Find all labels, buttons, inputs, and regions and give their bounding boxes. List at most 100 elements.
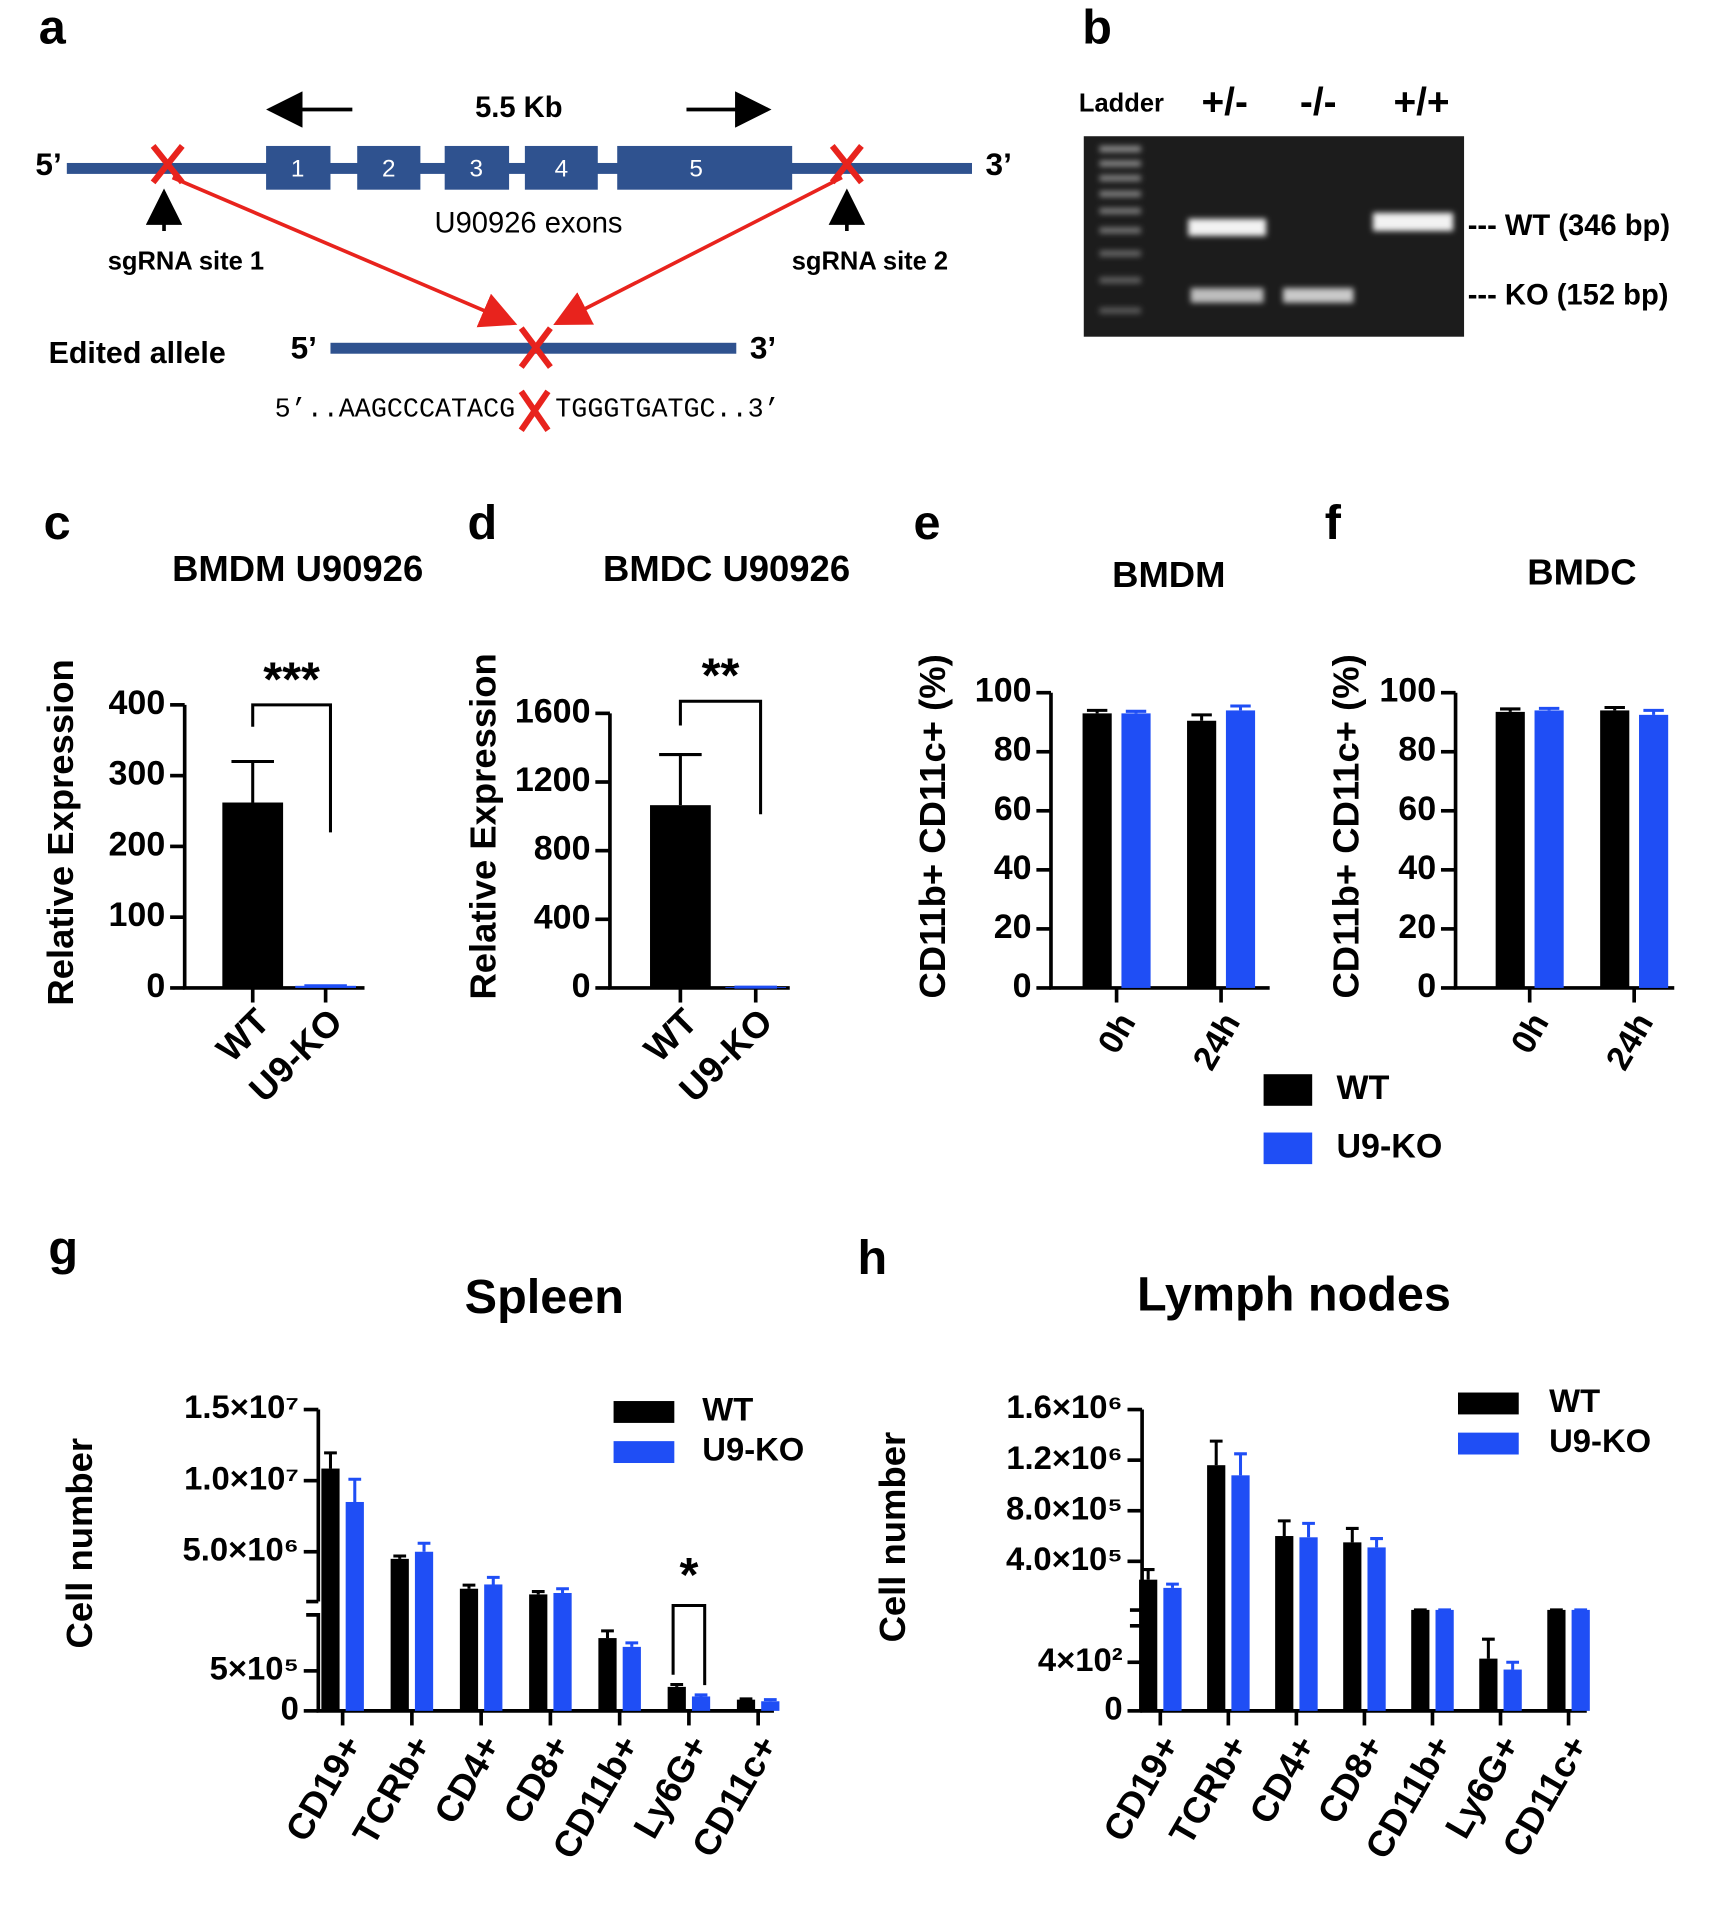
- error-bar: [1481, 1637, 1495, 1659]
- lane-label: +/-: [1201, 81, 1247, 124]
- chart-title: BMDC U90926: [603, 548, 850, 589]
- error-bar: [1506, 1660, 1520, 1670]
- bar: [1639, 714, 1669, 988]
- y-tick-label: 200: [109, 825, 166, 863]
- y-tick-label: 300: [109, 755, 166, 793]
- error-bar: [1302, 1521, 1315, 1538]
- y-tick-label: 800: [534, 830, 591, 868]
- error-bar: [763, 1698, 777, 1702]
- bar: [222, 802, 284, 988]
- legend-label: WT: [1336, 1069, 1389, 1107]
- bar: [414, 1551, 434, 1711]
- bar: [667, 1686, 686, 1711]
- legend-swatch: [613, 1441, 675, 1464]
- significance-label: **: [702, 649, 740, 703]
- bar: [459, 1588, 479, 1711]
- legend-swatch: [1457, 1392, 1519, 1415]
- panel-label: f: [1325, 496, 1342, 550]
- error-bar: [486, 1575, 500, 1585]
- bar: [1571, 1609, 1590, 1711]
- panel-label: b: [1082, 0, 1112, 54]
- bar: [1207, 1465, 1226, 1711]
- x-tick-label: CD4+: [1241, 1728, 1324, 1830]
- error-bar: [556, 1587, 569, 1593]
- error-bar: [1643, 708, 1664, 715]
- bar: [691, 1696, 711, 1711]
- legend-label: WT: [702, 1391, 753, 1428]
- panel-label: g: [48, 1221, 78, 1275]
- chart-title: BMDC: [1527, 551, 1636, 592]
- exon-number: 1: [291, 156, 305, 183]
- error-bar: [1234, 1452, 1247, 1476]
- bar: [1367, 1547, 1386, 1711]
- bar: [1187, 720, 1217, 988]
- x-tick-label: 0h: [1091, 1007, 1144, 1060]
- lane-label: Ladder: [1079, 89, 1164, 117]
- edited-label: Edited allele: [49, 337, 226, 370]
- gene-diagram: 5.5 Kb 1 2 3 4 5 5’ 3’ sgRNA site 1 sgRN…: [35, 91, 1012, 432]
- bar: [1275, 1536, 1294, 1711]
- three-prime: 3’: [750, 329, 776, 365]
- y-tick-label: 1.0×10⁷: [184, 1459, 299, 1496]
- x-tick-label: 0h: [1504, 1007, 1557, 1060]
- y-axis-label: CD11b+ CD11c+ (%): [912, 654, 953, 998]
- chart-title: BMDM U90926: [172, 548, 423, 589]
- bar: [1225, 710, 1256, 988]
- y-tick-label: 100: [975, 672, 1032, 710]
- bar: [1411, 1609, 1430, 1711]
- significance-label: *: [679, 1549, 698, 1603]
- y-axis-label: Cell number: [59, 1438, 100, 1649]
- significance-bracket: [678, 699, 763, 815]
- sequence: TGGGTGATGC..3’: [555, 396, 779, 426]
- error-bar: [670, 1682, 684, 1687]
- bar: [1479, 1658, 1498, 1711]
- bar: [598, 1638, 617, 1711]
- y-tick-label: 8.0×10⁵: [1006, 1489, 1123, 1526]
- y-axis-label: CD11b+ CD11c+ (%): [1325, 654, 1366, 998]
- bar: [1299, 1537, 1318, 1711]
- error-bar: [601, 1629, 614, 1639]
- bar: [529, 1594, 548, 1711]
- error-bar: [625, 1641, 639, 1647]
- bar: [736, 1699, 756, 1711]
- y-tick-label: 400: [534, 898, 591, 936]
- significance-label: ***: [263, 653, 320, 707]
- exon-number: 2: [382, 156, 396, 183]
- panel-label: h: [858, 1231, 888, 1285]
- scale-label: 5.5 Kb: [475, 92, 562, 124]
- y-tick-label: 100: [109, 896, 166, 934]
- legend-swatch: [1263, 1074, 1313, 1106]
- legend-label: WT: [1549, 1382, 1600, 1419]
- y-axis: [306, 1409, 321, 1711]
- legend-swatch: [1457, 1432, 1519, 1455]
- legend-label: U9-KO: [1336, 1127, 1442, 1165]
- y-axis-label: Relative Expression: [463, 653, 504, 999]
- error-bar: [348, 1477, 362, 1502]
- y-tick-label: 1600: [515, 692, 591, 730]
- bar: [1343, 1542, 1362, 1711]
- bar: [553, 1592, 572, 1711]
- legend-label: U9-KO: [1549, 1422, 1651, 1459]
- y-tick-label: 0: [146, 967, 165, 1005]
- y-tick-label: 1.5×10⁷: [184, 1388, 299, 1425]
- error-bar: [1125, 709, 1147, 714]
- error-bar: [1141, 1568, 1155, 1580]
- y-tick-label: 5×10⁵: [210, 1650, 299, 1687]
- bar: [1503, 1669, 1522, 1711]
- error-bar: [462, 1583, 476, 1589]
- bar: [1600, 710, 1630, 988]
- y-tick-label: 40: [994, 849, 1032, 887]
- bar: [390, 1558, 409, 1711]
- bar: [1547, 1609, 1566, 1711]
- sequence: 5’..AAGCCCATACG: [275, 396, 516, 426]
- error-bar: [1230, 704, 1251, 711]
- error-bar: [531, 1590, 545, 1595]
- bar: [1231, 1475, 1250, 1711]
- x-tick-label: CD4+: [426, 1728, 509, 1830]
- five-prime: 5’: [291, 329, 317, 365]
- error-bar: [1209, 1439, 1223, 1466]
- panel-label: c: [44, 496, 71, 550]
- y-tick-label: 0: [281, 1690, 299, 1727]
- y-tick-label: 0: [1104, 1690, 1122, 1727]
- bar: [761, 1701, 780, 1711]
